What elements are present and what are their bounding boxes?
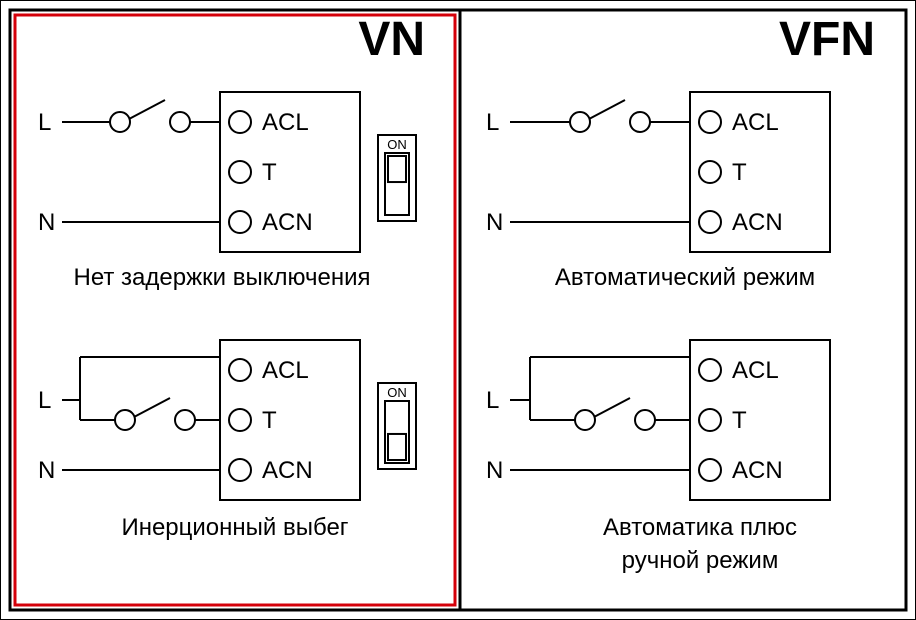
pin-label-acl: ACL bbox=[732, 109, 779, 136]
caption: Нет задержки выключения bbox=[74, 264, 371, 291]
pin-label-acn: ACN bbox=[262, 209, 313, 236]
panel-title-vfn: VFN bbox=[779, 13, 875, 66]
pin-label-acl: ACL bbox=[262, 109, 309, 136]
dip-on-label: ON bbox=[387, 385, 407, 400]
label-N: N bbox=[38, 209, 55, 236]
label-L: L bbox=[38, 387, 51, 414]
wiring-diagram-svg: VN VFN L N ACL T ACN ON Нет задержки выключения L… bbox=[0, 0, 916, 620]
caption-line-1: ручной режим bbox=[622, 547, 779, 574]
label-N: N bbox=[486, 457, 503, 484]
pin-label-acn: ACN bbox=[262, 457, 313, 484]
label-L: L bbox=[486, 387, 499, 414]
pin-label-acl: ACL bbox=[262, 357, 309, 384]
caption: Автоматический режим bbox=[555, 264, 815, 291]
pin-label-t: T bbox=[732, 407, 747, 434]
pin-label-acn: ACN bbox=[732, 209, 783, 236]
label-N: N bbox=[486, 209, 503, 236]
panel-title-vn: VN bbox=[358, 13, 425, 66]
pin-label-acl: ACL bbox=[732, 357, 779, 384]
pin-label-t: T bbox=[262, 159, 277, 186]
pin-label-t: T bbox=[262, 407, 277, 434]
caption: Инерционный выбег bbox=[121, 514, 348, 541]
label-L: L bbox=[38, 109, 51, 136]
pin-label-t: T bbox=[732, 159, 747, 186]
dip-on-label: ON bbox=[387, 137, 407, 152]
label-N: N bbox=[38, 457, 55, 484]
caption-line-0: Автоматика плюс bbox=[603, 514, 797, 541]
label-L: L bbox=[486, 109, 499, 136]
pin-label-acn: ACN bbox=[732, 457, 783, 484]
